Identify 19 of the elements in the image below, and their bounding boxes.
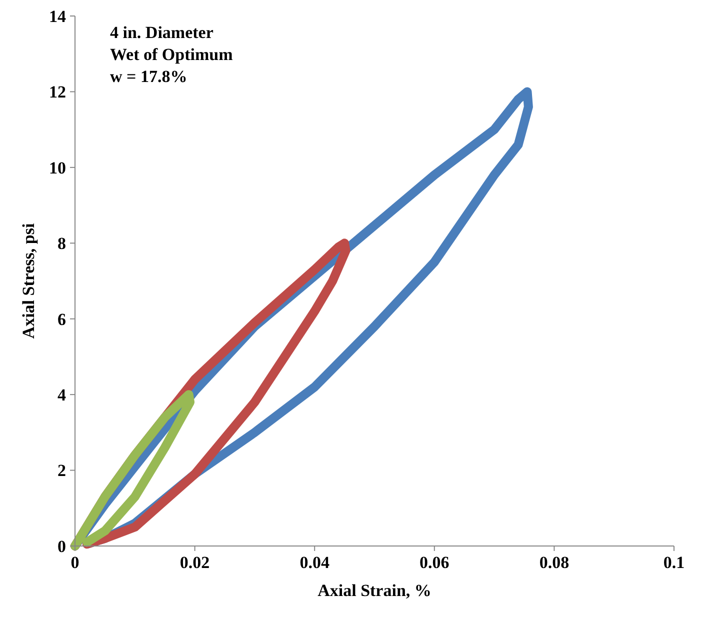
x-tick-label: 0.1 bbox=[663, 553, 685, 572]
y-tick-label: 4 bbox=[58, 386, 66, 405]
y-tick-label: 10 bbox=[49, 158, 66, 178]
y-tick-label: 6 bbox=[58, 310, 66, 329]
y-tick-label: 8 bbox=[58, 234, 66, 254]
annotation: Wet of Optimum bbox=[110, 45, 233, 64]
annotation: w = 17.8% bbox=[110, 67, 188, 86]
y-tick-label: 12 bbox=[49, 82, 66, 102]
annotation: 4 in. Diameter bbox=[110, 23, 214, 42]
y-axis-title: Axial Stress, psi bbox=[19, 223, 38, 339]
x-tick-label: 0.02 bbox=[180, 553, 210, 572]
x-tick-label: 0 bbox=[70, 553, 80, 572]
x-tick-label: 0.04 bbox=[300, 553, 330, 572]
y-tick-label: 0 bbox=[58, 536, 66, 556]
x-tick-label: 0.06 bbox=[420, 553, 450, 572]
x-tick-label: 0.08 bbox=[539, 553, 570, 572]
y-tick-label: 2 bbox=[58, 461, 66, 480]
y-tick-label: 14 bbox=[49, 6, 66, 26]
x-axis-title: Axial Strain, % bbox=[318, 581, 432, 600]
